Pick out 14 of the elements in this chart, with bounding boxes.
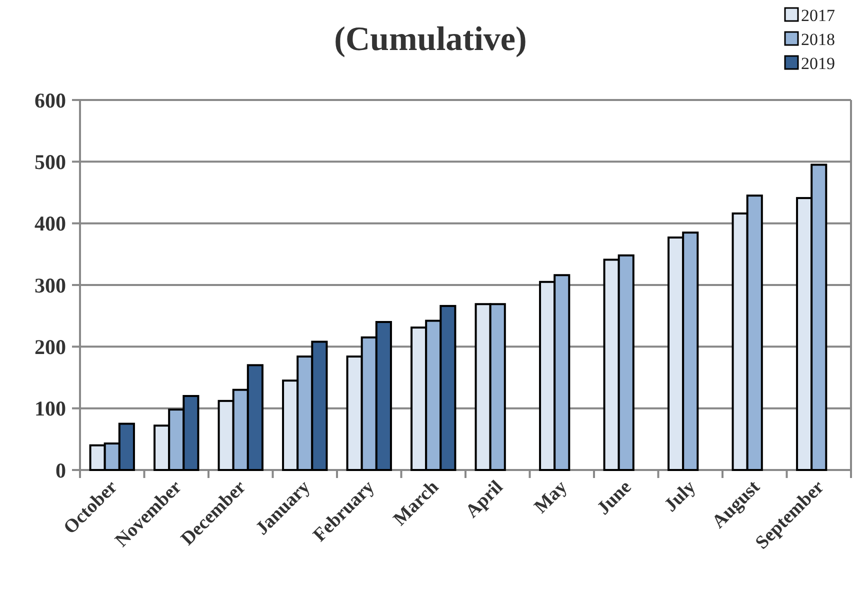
x-tick-label: July — [660, 476, 700, 516]
x-tick-label: June — [593, 476, 636, 520]
legend-label: 2017 — [801, 6, 836, 25]
legend-label: 2019 — [801, 54, 835, 73]
y-tick-label: 400 — [34, 212, 66, 236]
y-tick-label: 100 — [34, 396, 66, 421]
y-tick-label: 500 — [34, 150, 66, 174]
y-tick-label: 600 — [34, 88, 66, 112]
x-tick-label: May — [530, 476, 572, 518]
y-tick-label: 200 — [34, 335, 66, 360]
chart-title: (Cumulative) — [334, 21, 527, 58]
y-tick-label: 0 — [56, 458, 66, 482]
y-tick-label: 300 — [34, 273, 66, 298]
legend-label: 2018 — [801, 30, 835, 49]
